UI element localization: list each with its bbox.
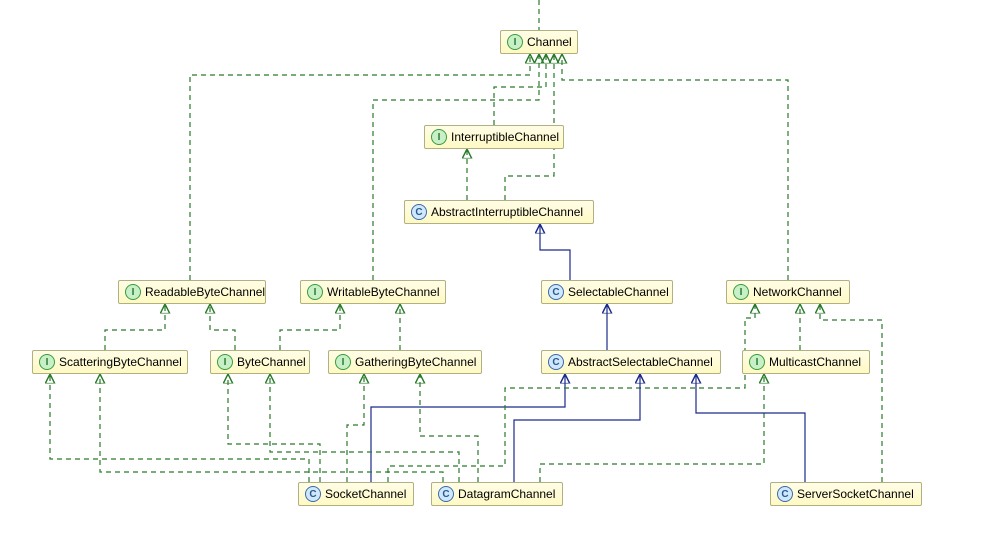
- interface-icon: I: [39, 354, 55, 370]
- node-label: SelectableChannel: [568, 285, 669, 299]
- edge-SocketChannel-ByteChannel: [228, 374, 320, 482]
- node-label: ByteChannel: [237, 355, 306, 369]
- edge-WritableByteChannel-Channel: [373, 54, 539, 280]
- interface-icon: I: [733, 284, 749, 300]
- edge-ReadableByteChannel-Channel: [190, 54, 530, 280]
- node-label: GatheringByteChannel: [355, 355, 476, 369]
- edge-ScatteringByteChannel-ReadableByteChannel: [105, 304, 165, 350]
- class-icon: C: [438, 486, 454, 502]
- edge-ByteChannel-ReadableByteChannel: [210, 304, 235, 350]
- node-AbstractSelectableChannel: C AbstractSelectableChannel: [541, 350, 721, 374]
- interface-icon: I: [431, 129, 447, 145]
- node-label: MulticastChannel: [769, 355, 861, 369]
- node-label: NetworkChannel: [753, 285, 842, 299]
- edge-DatagramChannel-ByteChannel: [270, 374, 459, 482]
- node-label: AbstractSelectableChannel: [568, 355, 713, 369]
- node-Channel: I Channel: [500, 30, 578, 54]
- node-ServerSocketChannel: C ServerSocketChannel: [770, 482, 922, 506]
- class-icon: C: [411, 204, 427, 220]
- edge-ByteChannel-WritableByteChannel: [280, 304, 340, 350]
- node-MulticastChannel: I MulticastChannel: [742, 350, 870, 374]
- node-ReadableByteChannel: I ReadableByteChannel: [118, 280, 266, 304]
- node-SocketChannel: C SocketChannel: [298, 482, 414, 506]
- node-label: SocketChannel: [325, 487, 406, 501]
- node-WritableByteChannel: I WritableByteChannel: [300, 280, 446, 304]
- edge-DatagramChannel-AbstractSelectableChannel: [514, 374, 640, 482]
- edge-DatagramChannel-GatheringByteChannel: [420, 374, 478, 482]
- edge-ServerSocketChannel-NetworkChannel: [820, 304, 882, 482]
- edge-InterruptibleChannel-Channel: [494, 54, 546, 125]
- node-label: InterruptibleChannel: [451, 130, 559, 144]
- edge-DatagramChannel-ScatteringByteChannel: [100, 374, 443, 482]
- edge-NetworkChannel-Channel: [562, 54, 788, 280]
- interface-icon: I: [307, 284, 323, 300]
- edge-ServerSocketChannel-AbstractSelectableChannel: [696, 374, 805, 482]
- edge-SocketChannel-NetworkChannel: [388, 304, 755, 482]
- edge-DatagramChannel-MulticastChannel: [540, 374, 764, 482]
- node-label: DatagramChannel: [458, 487, 555, 501]
- node-label: Channel: [527, 35, 572, 49]
- node-label: ServerSocketChannel: [797, 487, 914, 501]
- node-label: AbstractInterruptibleChannel: [431, 205, 583, 219]
- node-ScatteringByteChannel: I ScatteringByteChannel: [32, 350, 188, 374]
- class-icon: C: [548, 284, 564, 300]
- node-InterruptibleChannel: I InterruptibleChannel: [424, 125, 564, 149]
- class-icon: C: [305, 486, 321, 502]
- edge-SocketChannel-ScatteringByteChannel: [50, 374, 309, 482]
- node-AbstractInterruptibleChannel: C AbstractInterruptibleChannel: [404, 200, 594, 224]
- class-icon: C: [777, 486, 793, 502]
- node-NetworkChannel: I NetworkChannel: [726, 280, 850, 304]
- class-icon: C: [548, 354, 564, 370]
- interface-icon: I: [507, 34, 523, 50]
- node-GatheringByteChannel: I GatheringByteChannel: [328, 350, 482, 374]
- node-label: WritableByteChannel: [327, 285, 440, 299]
- interface-icon: I: [335, 354, 351, 370]
- node-SelectableChannel: C SelectableChannel: [541, 280, 673, 304]
- node-label: ScatteringByteChannel: [59, 355, 182, 369]
- interface-icon: I: [217, 354, 233, 370]
- edge-SelectableChannel-AbstractInterruptibleChannel: [540, 224, 570, 280]
- node-label: ReadableByteChannel: [145, 285, 265, 299]
- interface-icon: I: [125, 284, 141, 300]
- edge-SocketChannel-AbstractSelectableChannel: [371, 374, 565, 482]
- interface-icon: I: [749, 354, 765, 370]
- edge-layer: [0, 0, 992, 544]
- edge-SocketChannel-GatheringByteChannel: [347, 374, 364, 482]
- node-ByteChannel: I ByteChannel: [210, 350, 310, 374]
- node-DatagramChannel: C DatagramChannel: [431, 482, 563, 506]
